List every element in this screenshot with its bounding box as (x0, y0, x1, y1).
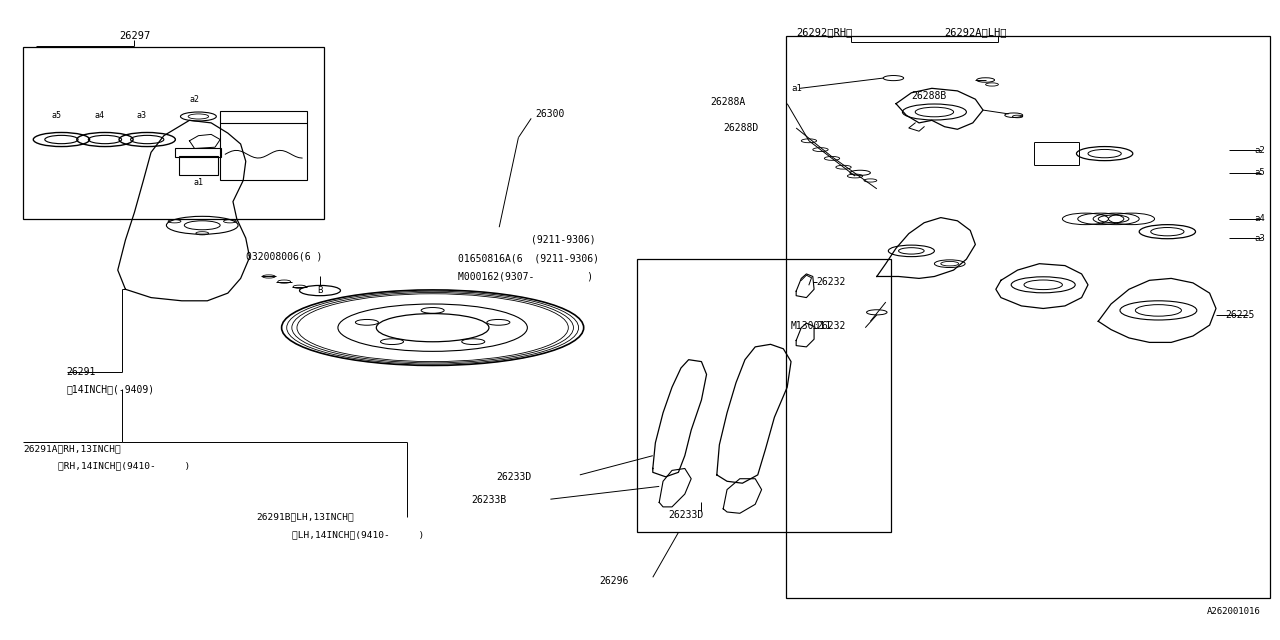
Text: 〔14INCH〕(-9409): 〔14INCH〕(-9409) (67, 384, 155, 394)
Text: 01650816A(6  (9211-9306): 01650816A(6 (9211-9306) (458, 253, 599, 264)
Text: a1: a1 (193, 178, 204, 187)
Text: M130011: M130011 (791, 321, 832, 332)
Text: 26288D: 26288D (723, 123, 759, 133)
Text: 26297: 26297 (119, 31, 150, 41)
Text: a5: a5 (1254, 168, 1265, 177)
Text: M000162(9307-         ): M000162(9307- ) (458, 271, 594, 282)
Bar (23, 47, 324, 219)
Text: 26300: 26300 (535, 109, 564, 119)
Text: 26292〈RH〉: 26292〈RH〉 (796, 27, 852, 37)
Text: a3: a3 (137, 111, 147, 120)
Text: 26233D: 26233D (668, 510, 704, 520)
Text: 26291B〈LH,13INCH〉: 26291B〈LH,13INCH〉 (256, 513, 353, 522)
Bar (179, 156, 218, 175)
Text: A262001016: A262001016 (1207, 607, 1261, 616)
Bar (175, 148, 221, 157)
Text: 032008006(6 ): 032008006(6 ) (246, 251, 323, 261)
Text: 26233B: 26233B (471, 495, 507, 506)
Text: 26291: 26291 (67, 367, 96, 378)
Text: 26292A〈LH〉: 26292A〈LH〉 (945, 27, 1007, 37)
Bar (786, 36, 1270, 598)
Text: 26232: 26232 (817, 276, 846, 287)
Text: a3: a3 (1254, 234, 1265, 243)
Text: (9211-9306): (9211-9306) (531, 234, 595, 244)
Text: B: B (317, 286, 323, 295)
Text: 〈RH,14INCH〉(9410-     ): 〈RH,14INCH〉(9410- ) (58, 461, 189, 470)
Text: 26225: 26225 (1225, 310, 1254, 320)
Text: a4: a4 (95, 111, 105, 120)
Text: 26296: 26296 (599, 576, 628, 586)
Text: 26291A〈RH,13INCH〉: 26291A〈RH,13INCH〉 (23, 445, 120, 454)
Text: 〈LH,14INCH〉(9410-     ): 〈LH,14INCH〉(9410- ) (292, 530, 424, 539)
Text: a2: a2 (1254, 146, 1265, 155)
Text: 26288B: 26288B (911, 91, 947, 101)
Text: a1: a1 (791, 84, 801, 93)
Bar (220, 111, 307, 180)
Text: 26288A: 26288A (710, 97, 746, 108)
Text: 26232: 26232 (817, 321, 846, 332)
Bar (637, 259, 891, 532)
Text: a4: a4 (1254, 214, 1265, 223)
Text: a2: a2 (189, 95, 200, 104)
Text: 26233D: 26233D (497, 472, 532, 482)
Text: a5: a5 (51, 111, 61, 120)
